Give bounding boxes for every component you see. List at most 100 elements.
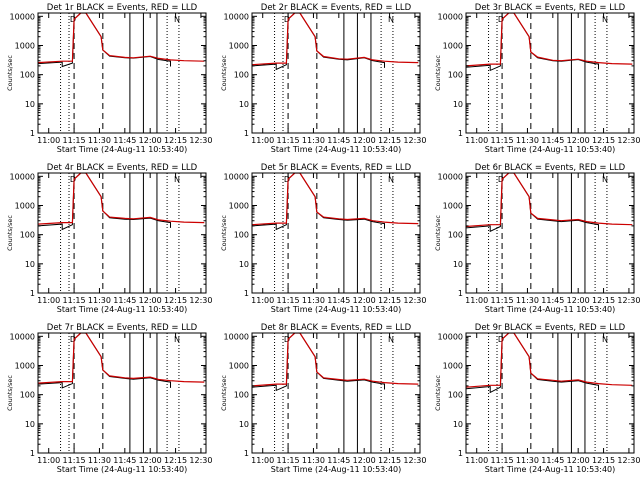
data-series-line xyxy=(38,173,205,225)
x-tick-label: 12:30 xyxy=(403,296,426,305)
chart-title: Det 6r BLACK = Events, RED = LLD xyxy=(475,163,626,173)
x-axis-label: Start Time (24-Aug-11 10:53:40) xyxy=(485,305,616,314)
y-tick-label: 10 xyxy=(25,100,35,109)
data-series-line xyxy=(38,333,205,384)
y-axis-label: Counts/sec xyxy=(6,375,14,411)
y-tick-label: 10 xyxy=(239,100,249,109)
x-tick-label: 11:45 xyxy=(541,136,564,145)
panel-marker-label: N xyxy=(388,175,394,184)
y-tick-label: 10000 xyxy=(438,332,463,341)
y-tick-label: 10 xyxy=(239,420,249,429)
y-axis-label: Counts/sec xyxy=(434,375,442,411)
y-tick-label: 10000 xyxy=(438,172,463,181)
x-axis-label: Start Time (24-Aug-11 10:53:40) xyxy=(57,305,188,314)
plot-frame xyxy=(465,12,635,134)
x-axis-label: Start Time (24-Aug-11 10:53:40) xyxy=(485,465,616,474)
panel-marker-label: D xyxy=(284,15,290,24)
x-tick-label: 11:30 xyxy=(516,136,539,145)
x-tick-label: 12:30 xyxy=(617,456,640,465)
x-tick-label: 12:00 xyxy=(353,296,376,305)
x-tick-label: 11:15 xyxy=(277,296,300,305)
x-tick-label: 11:45 xyxy=(113,456,136,465)
y-tick-label: 10 xyxy=(453,260,463,269)
x-tick-label: 12:30 xyxy=(189,136,212,145)
x-tick-label: 11:00 xyxy=(465,296,488,305)
chart-title: Det 2r BLACK = Events, RED = LLD xyxy=(261,3,412,13)
data-series-line xyxy=(252,173,419,226)
y-tick-label: 10 xyxy=(239,260,249,269)
data-series-line xyxy=(38,333,171,389)
y-tick-label: 10 xyxy=(453,100,463,109)
plot-frame xyxy=(251,332,421,454)
y-tick-label: 10000 xyxy=(224,332,249,341)
data-series-line xyxy=(466,13,599,72)
y-axis-label: Counts/sec xyxy=(6,215,14,251)
y-tick-label: 100 xyxy=(448,391,463,400)
x-tick-label: 12:30 xyxy=(189,456,212,465)
data-series-line xyxy=(252,333,419,387)
y-tick-label: 10 xyxy=(453,420,463,429)
x-axis-label: Start Time (24-Aug-11 10:53:40) xyxy=(271,145,402,154)
x-tick-label: 12:00 xyxy=(353,456,376,465)
x-tick-label: 11:45 xyxy=(541,456,564,465)
data-series-line xyxy=(252,13,385,71)
panel-marker-label: D xyxy=(498,335,504,344)
chart-title: Det 5r BLACK = Events, RED = LLD xyxy=(261,163,412,173)
x-tick-label: 12:15 xyxy=(378,296,401,305)
y-axis-label: Counts/sec xyxy=(434,55,442,91)
x-tick-label: 11:45 xyxy=(113,136,136,145)
x-tick-label: 12:15 xyxy=(164,136,187,145)
y-tick-label: 1000 xyxy=(229,201,249,210)
data-series-line xyxy=(252,13,419,66)
data-series-line xyxy=(466,173,599,233)
panel-marker-label: N xyxy=(602,15,608,24)
data-series-line xyxy=(38,13,171,68)
y-tick-label: 1 xyxy=(458,449,463,458)
x-tick-label: 11:45 xyxy=(327,136,350,145)
panel-marker-label: D xyxy=(284,335,290,344)
x-tick-label: 11:00 xyxy=(465,136,488,145)
x-tick-label: 12:15 xyxy=(164,296,187,305)
x-tick-label: 11:30 xyxy=(302,296,325,305)
x-tick-label: 11:45 xyxy=(327,456,350,465)
x-tick-label: 11:45 xyxy=(541,296,564,305)
x-tick-label: 12:15 xyxy=(592,136,615,145)
x-tick-label: 11:15 xyxy=(63,296,86,305)
y-tick-label: 1 xyxy=(30,129,35,138)
y-tick-label: 10 xyxy=(25,420,35,429)
x-tick-label: 11:30 xyxy=(302,456,325,465)
panel-marker-label: N xyxy=(602,335,608,344)
data-series-line xyxy=(38,173,171,231)
chart-title: Det 4r BLACK = Events, RED = LLD xyxy=(47,163,198,173)
x-tick-label: 12:00 xyxy=(567,456,590,465)
x-tick-label: 11:30 xyxy=(88,136,111,145)
y-tick-label: 1000 xyxy=(15,361,35,370)
panel-marker-label: N xyxy=(174,15,180,24)
x-tick-label: 12:30 xyxy=(189,296,212,305)
y-tick-label: 1 xyxy=(458,289,463,298)
y-axis-label: Counts/sec xyxy=(6,55,14,91)
plot-frame xyxy=(465,172,635,294)
panel-marker-label: N xyxy=(388,335,394,344)
x-tick-label: 11:30 xyxy=(88,296,111,305)
panel-marker-label: N xyxy=(174,335,180,344)
x-tick-label: 11:15 xyxy=(277,456,300,465)
y-tick-label: 10 xyxy=(25,260,35,269)
y-tick-label: 1000 xyxy=(229,361,249,370)
x-tick-label: 11:15 xyxy=(63,456,86,465)
x-tick-label: 11:00 xyxy=(251,296,274,305)
y-tick-label: 10000 xyxy=(10,12,35,21)
x-tick-label: 12:15 xyxy=(592,296,615,305)
x-axis-label: Start Time (24-Aug-11 10:53:40) xyxy=(57,145,188,154)
x-tick-label: 12:30 xyxy=(617,136,640,145)
panel-marker-label: D xyxy=(498,175,504,184)
x-tick-label: 12:00 xyxy=(567,296,590,305)
